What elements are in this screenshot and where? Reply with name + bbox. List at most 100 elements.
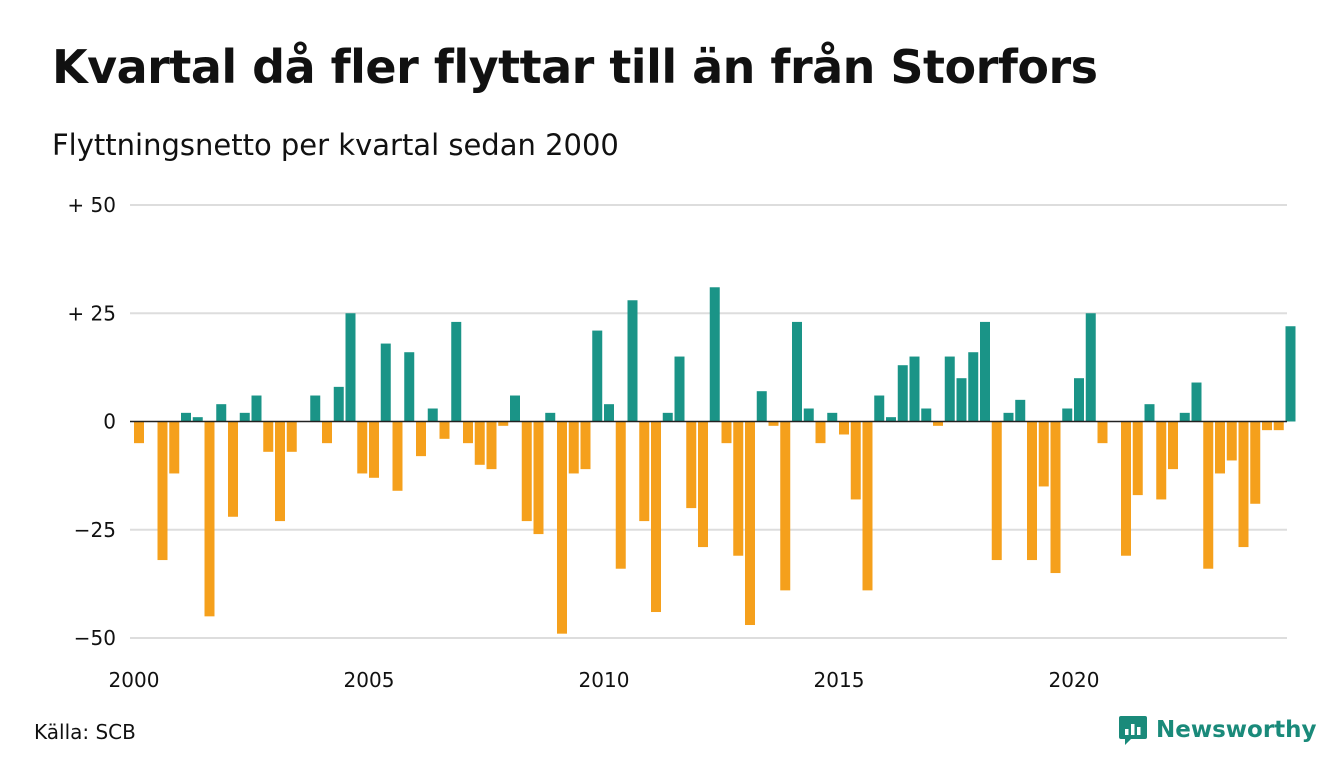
bar <box>968 352 979 422</box>
bar <box>263 421 274 452</box>
bar <box>709 287 720 422</box>
bar <box>369 421 379 478</box>
bar <box>592 330 603 422</box>
newsworthy-logo-icon <box>1119 716 1147 745</box>
bar <box>768 421 779 426</box>
bar <box>651 421 661 613</box>
bar <box>921 408 932 422</box>
bar <box>1226 421 1237 461</box>
bar <box>862 421 873 591</box>
bar <box>792 321 802 422</box>
bar <box>933 421 943 426</box>
bar <box>803 408 814 422</box>
bar <box>1179 412 1190 422</box>
bar <box>627 300 638 422</box>
bar <box>451 321 462 422</box>
bar <box>310 395 321 422</box>
chart-title: Kvartal då fler flyttar till än från Sto… <box>52 40 1098 94</box>
bar <box>510 395 520 422</box>
bar <box>1215 421 1225 474</box>
bar <box>956 378 967 422</box>
bar <box>157 421 168 561</box>
bar <box>756 391 767 422</box>
bar <box>1121 421 1131 556</box>
bar <box>980 321 990 422</box>
bar <box>1015 399 1026 422</box>
bar <box>674 356 685 422</box>
brand-logo[interactable]: Newsworthy <box>1118 712 1317 748</box>
bar <box>1027 421 1037 561</box>
bar <box>1132 421 1143 496</box>
bar <box>427 408 438 422</box>
bar <box>698 421 708 548</box>
bar <box>886 417 896 422</box>
bar <box>169 421 180 474</box>
bar <box>380 343 391 422</box>
bar <box>521 421 532 522</box>
bar <box>392 421 403 491</box>
bar <box>134 421 144 444</box>
bar <box>1238 421 1249 548</box>
bar <box>944 356 955 422</box>
bar <box>604 404 614 422</box>
bar <box>1285 326 1296 422</box>
bars <box>130 287 1296 634</box>
bar <box>251 395 262 422</box>
bar <box>1273 421 1284 431</box>
bar <box>228 421 238 517</box>
bar <box>1191 382 1202 422</box>
bar <box>1203 421 1214 569</box>
bar <box>533 421 544 535</box>
bar <box>686 421 697 509</box>
bar <box>615 421 626 569</box>
bar <box>1156 421 1167 500</box>
bar <box>839 421 849 435</box>
y-tick-label: −50 <box>74 626 116 650</box>
bar <box>1038 421 1049 487</box>
bar <box>580 421 591 470</box>
bar <box>991 421 1002 561</box>
x-tick-label: 2010 <box>579 668 630 692</box>
source-note: Källa: SCB <box>34 720 136 744</box>
bar <box>286 421 297 452</box>
bar <box>850 421 861 500</box>
bar <box>874 395 885 422</box>
bar <box>1097 421 1108 444</box>
bar <box>498 421 509 426</box>
bar <box>416 421 426 457</box>
bar <box>1062 408 1073 422</box>
bar <box>1144 404 1155 422</box>
bar <box>1262 421 1272 431</box>
y-tick-label: −25 <box>74 518 116 542</box>
bar <box>545 412 556 422</box>
bar <box>639 421 650 522</box>
bar <box>909 356 920 422</box>
bar <box>780 421 791 591</box>
bar <box>486 421 497 470</box>
bar <box>827 412 838 422</box>
x-tick-label: 2005 <box>344 668 395 692</box>
y-tick-label: 0 <box>103 410 116 434</box>
x-tick-label: 2020 <box>1049 668 1100 692</box>
bar <box>568 421 579 474</box>
bar <box>239 412 250 422</box>
bar <box>181 412 191 422</box>
bar <box>474 421 485 465</box>
bar <box>439 421 450 439</box>
brand-name: Newsworthy <box>1156 717 1317 743</box>
bar <box>345 313 356 422</box>
bar <box>216 404 227 422</box>
bar <box>1050 421 1061 574</box>
bar <box>404 352 415 422</box>
bar <box>1168 421 1178 470</box>
x-axis-labels: 2000 2005 2010 2015 2020 <box>109 668 1100 692</box>
bar <box>1085 313 1096 422</box>
bar <box>275 421 285 522</box>
bar <box>1250 421 1261 504</box>
bar <box>721 421 732 444</box>
y-tick-label: + 50 <box>67 193 116 217</box>
bar <box>745 421 755 626</box>
chart-subtitle: Flyttningsnetto per kvartal sedan 2000 <box>52 128 619 162</box>
bar <box>815 421 826 444</box>
bar <box>897 365 908 422</box>
